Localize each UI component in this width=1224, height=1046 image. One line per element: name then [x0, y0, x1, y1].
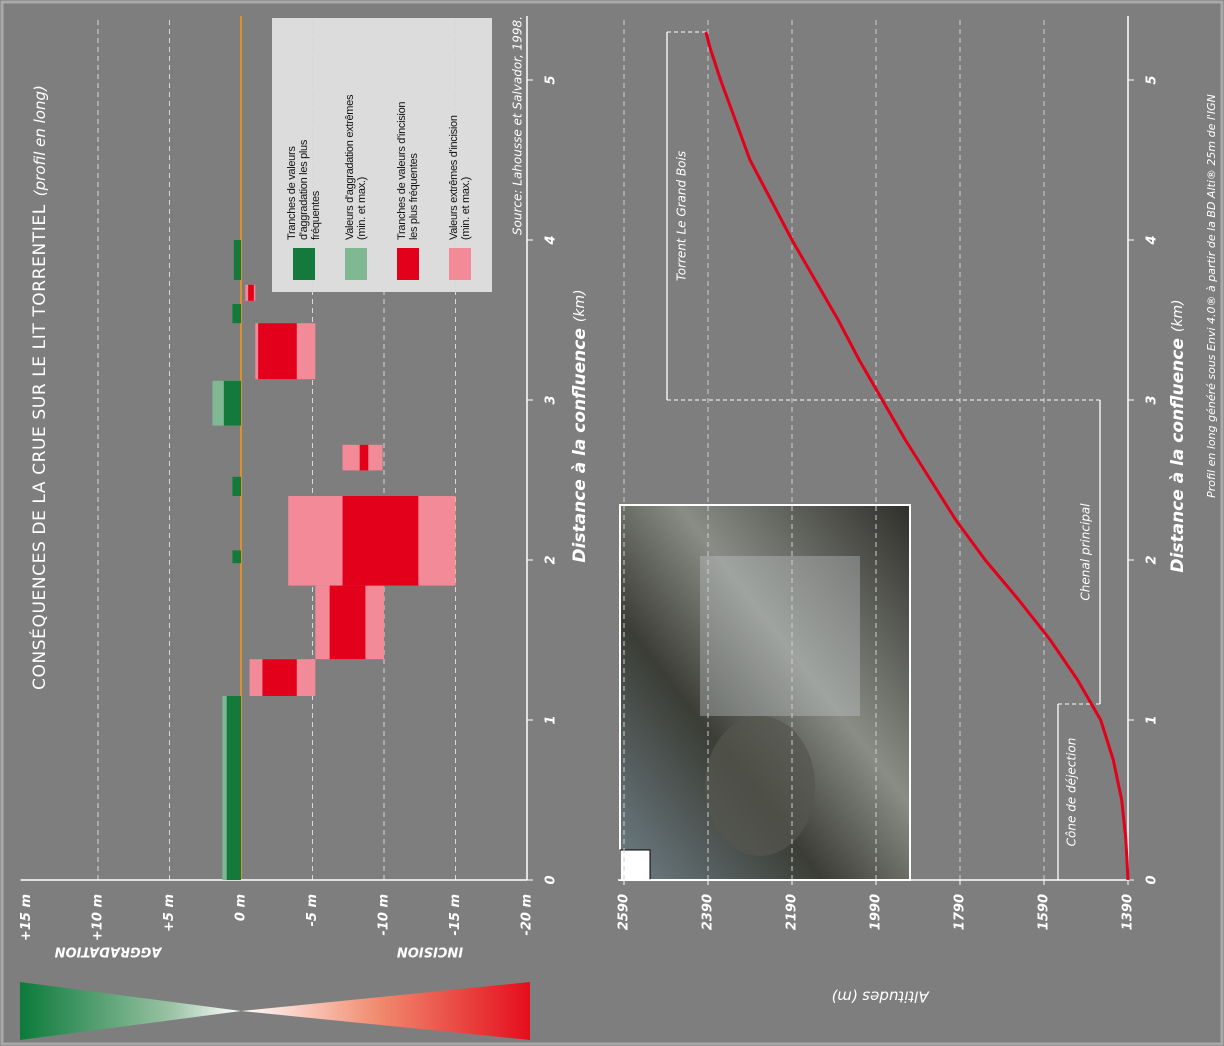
range-bar [329, 585, 366, 660]
y-tick-label: 0 m [234, 894, 249, 921]
y-tick-label: -20 m [520, 894, 535, 936]
x-tick-label: 0 [1145, 875, 1160, 884]
x-axis-title-unit: (km) [1170, 299, 1186, 332]
y-tick-label: 1590 [1037, 894, 1052, 930]
x-axis-title: Distance à la confluence (km) [1168, 299, 1188, 572]
range-bar [232, 476, 241, 496]
y-tick-label: 1790 [953, 894, 968, 930]
scale-label: INCISION [397, 944, 463, 959]
y-tick-label: 1390 [1121, 894, 1136, 930]
range-bar [232, 550, 241, 564]
scale-wedge [20, 982, 530, 1040]
photo-water [700, 556, 860, 716]
reach-label: Torrent Le Grand Bois [675, 151, 689, 281]
x-tick-label: 4 [544, 235, 559, 245]
rotated-figure: CONSÉQUENCES DE LA CRUE SUR LE LIT TORRE… [19, 16, 1218, 1040]
legend-item: Tranches de valeurs d'aggradation les pl… [286, 139, 322, 240]
range-bar [258, 323, 297, 380]
y-tick-label: -15 m [448, 894, 463, 936]
legend-swatch [345, 248, 367, 280]
legend-swatch [397, 248, 419, 280]
photo-rock [705, 716, 815, 856]
x-axis-title-unit: (km) [572, 289, 588, 322]
x-tick-label: 2 [544, 555, 559, 564]
legend-label: Tranches de valeurs d'aggradation les pl… [286, 139, 322, 240]
reach-label: Cône de déjection [1065, 738, 1079, 847]
x-tick-label: 1 [544, 715, 559, 724]
y-tick-label: 2190 [785, 894, 800, 930]
scale-label: AGGRADATION [55, 944, 163, 959]
range-bar [232, 304, 241, 324]
range-bar [226, 696, 241, 880]
x-tick-label: 2 [1145, 555, 1160, 564]
y-axis-title: Altitudes (m) [831, 988, 930, 1006]
y-tick-label: 2590 [617, 894, 632, 930]
range-bar [248, 284, 254, 301]
x-axis-title: Distance à la confluence (km) [570, 289, 590, 562]
title-text: CONSÉQUENCES DE LA CRUE SUR LE LIT TORRE… [28, 204, 50, 690]
source: Source: Lahousse et Salvador, 1998. [511, 16, 525, 235]
range-bar [233, 240, 242, 280]
photo [619, 504, 911, 881]
range-bar [359, 444, 369, 471]
chart-title: CONSÉQUENCES DE LA CRUE SUR LE LIT TORRE… [28, 85, 50, 690]
x-tick-label: 5 [544, 75, 559, 84]
legend-item: Valeurs d'aggradation extrêmes (min. et … [344, 94, 368, 240]
y-tick-label: -10 m [377, 894, 392, 936]
y-tick-label: +15 m [19, 894, 34, 941]
x-axis-title-main: Distance à la confluence [570, 328, 590, 562]
profile-line [704, 31, 1130, 881]
x-axis-title-main: Distance à la confluence [1168, 338, 1188, 572]
x-tick-label: 5 [1145, 75, 1160, 84]
reach-label: Chenal principal [1079, 503, 1093, 601]
x-tick-label: 3 [544, 395, 559, 404]
range-bar [262, 659, 297, 696]
y-tick-label: -5 m [305, 894, 320, 927]
subtitle-text: (profil en long) [31, 85, 49, 196]
legend-label: Valeurs d'aggradation extrêmes (min. et … [344, 94, 368, 240]
y-tick-label: +10 m [91, 894, 106, 941]
x-tick-label: 0 [544, 875, 559, 884]
photo-label: C [629, 855, 642, 876]
x-tick-label: 4 [1145, 235, 1160, 245]
legend-box [272, 18, 492, 292]
y-tick-label: +5 m [162, 894, 177, 932]
legend-label: Tranches de valeurs d'incision les plus … [396, 101, 420, 240]
x-tick-label: 1 [1145, 715, 1160, 724]
range-bar [342, 496, 419, 586]
y-tick-label: 1990 [869, 894, 884, 930]
range-bar [223, 380, 241, 426]
x-tick-label: 3 [1145, 395, 1160, 404]
legend-swatch [293, 248, 315, 280]
y-tick-label: 2390 [701, 894, 716, 930]
legend-item: Tranches de valeurs d'incision les plus … [396, 101, 420, 240]
legend-swatch [449, 248, 471, 280]
credit: Profil en long généré sous Envi 4.0® à p… [1205, 94, 1218, 498]
legend-label: Valeurs extrêmes d'incision (min. et max… [448, 115, 472, 240]
legend-item: Valeurs extrêmes d'incision (min. et max… [448, 115, 472, 240]
